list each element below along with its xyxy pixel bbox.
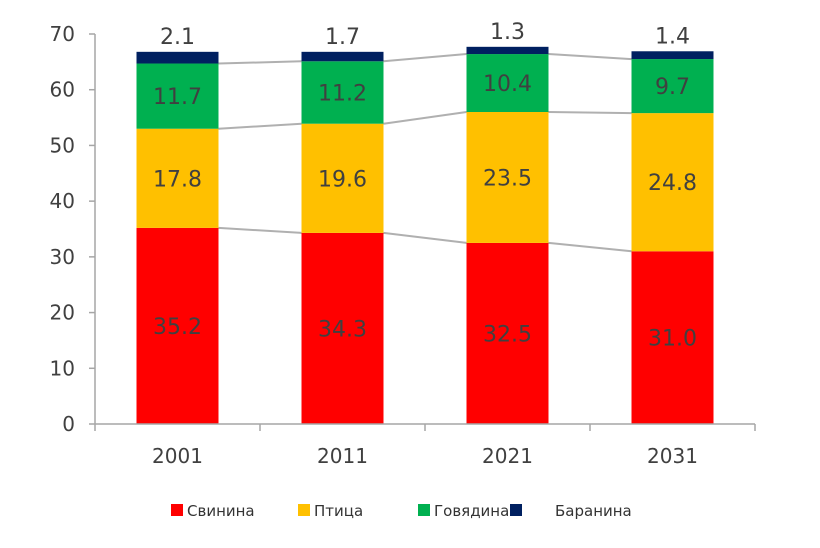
legend-label: Говядина	[434, 502, 509, 520]
data-label: 1.7	[325, 25, 360, 50]
data-label: 35.2	[153, 315, 202, 340]
y-tick-label: 40	[50, 189, 75, 213]
bar-segment	[466, 46, 549, 55]
y-tick-label: 60	[50, 78, 75, 102]
data-label: 24.8	[648, 171, 697, 196]
series-line	[383, 231, 467, 244]
axes: 0 10 20 30 40 50 60 70 2001 2011 2021 2031	[50, 22, 756, 468]
bar-segment	[136, 63, 219, 129]
bar-segment	[301, 232, 384, 424]
bar-segment	[136, 51, 219, 64]
data-label: 11.7	[153, 85, 202, 110]
legend-swatch	[418, 504, 430, 516]
legend-swatch	[171, 504, 183, 516]
series-line	[383, 53, 467, 63]
data-label: 1.4	[655, 24, 690, 49]
data-label: 10.4	[483, 72, 532, 97]
bar-segment	[466, 112, 549, 243]
y-tick-label: 10	[50, 356, 75, 380]
data-label: 19.6	[318, 167, 367, 192]
bar-segment	[136, 227, 219, 424]
data-label: 34.3	[318, 317, 367, 342]
data-labels: 35.2 34.3 32.5 31.0 17.8 19.6 23.5 24.8 11.7 11.2…	[153, 20, 697, 352]
series-line	[548, 53, 632, 61]
bar-segment	[136, 128, 219, 228]
y-tick-label: 50	[50, 133, 75, 157]
legend-label: Баранина	[555, 502, 632, 520]
data-label: 17.8	[153, 167, 202, 192]
data-label: 31.0	[648, 327, 697, 352]
bar-segment	[301, 51, 384, 62]
data-label: 11.2	[318, 82, 367, 107]
bar-segment	[466, 242, 549, 424]
bar-segment	[631, 51, 714, 60]
y-tick-label: 30	[50, 245, 75, 269]
x-tick-label: 2001	[152, 444, 203, 468]
legend-label: Свинина	[187, 502, 255, 520]
legend-swatch	[510, 504, 522, 516]
legend-swatch	[298, 504, 310, 516]
series-line	[383, 111, 467, 125]
y-tick-label: 70	[50, 22, 75, 46]
series-line	[218, 60, 302, 65]
series-line	[548, 241, 632, 253]
bar-segment	[631, 113, 714, 252]
bar-segment	[301, 61, 384, 124]
series-lines	[218, 53, 632, 253]
data-label: 1.3	[490, 20, 525, 45]
data-label: 9.7	[655, 75, 690, 100]
bar-segment	[466, 54, 549, 112]
data-label: 23.5	[483, 166, 532, 191]
x-tick-label: 2031	[647, 444, 698, 468]
data-label: 2.1	[160, 25, 195, 50]
series-line	[548, 111, 632, 115]
series-line	[218, 226, 302, 234]
legend: Свинина Птица Говядина Баранина	[171, 502, 632, 520]
legend-label: Птица	[314, 502, 363, 520]
bars	[136, 46, 714, 424]
bar-segment	[631, 251, 714, 424]
y-tick-label: 20	[50, 301, 75, 325]
x-tick-label: 2011	[317, 444, 368, 468]
bar-segment	[301, 123, 384, 233]
series-line	[218, 122, 302, 130]
y-tick-label: 0	[62, 412, 75, 436]
x-tick-label: 2021	[482, 444, 533, 468]
data-label: 32.5	[483, 322, 532, 347]
bar-segment	[631, 59, 714, 114]
